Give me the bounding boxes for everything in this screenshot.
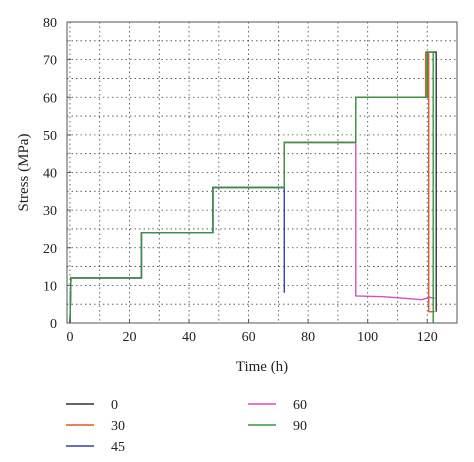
legend-label-30: 30 <box>111 419 125 434</box>
series-line-45 <box>69 186 285 324</box>
y-tick-label: 10 <box>43 279 57 294</box>
x-tick-label: 20 <box>123 330 137 345</box>
series-lines <box>69 51 437 324</box>
y-axis-title: Stress (MPa) <box>16 134 32 212</box>
legend-label-60: 60 <box>293 398 307 413</box>
x-axis-title: Time (h) <box>236 359 288 375</box>
y-tick-label: 60 <box>43 91 57 106</box>
series-line-60 <box>69 141 435 324</box>
grid <box>67 22 457 323</box>
y-tick-label: 50 <box>43 129 57 144</box>
y-tick-label: 80 <box>43 16 57 31</box>
x-tick-label: 100 <box>357 330 378 345</box>
x-tick-label: 0 <box>66 330 73 345</box>
legend-label-90: 90 <box>293 419 307 434</box>
series-line-90 <box>69 51 434 324</box>
y-tick-label: 20 <box>43 242 57 257</box>
legend-label-0: 0 <box>111 398 118 413</box>
y-tick-label: 40 <box>43 167 57 182</box>
legend-label-45: 45 <box>111 440 125 455</box>
x-tick-label: 40 <box>182 330 196 345</box>
y-tick-label: 0 <box>50 317 57 332</box>
x-tick-label: 120 <box>417 330 438 345</box>
axis-ticks: 0 20 40 60 80 100 120 0 10 20 30 40 50 60 70 80 <box>43 16 438 345</box>
y-tick-label: 70 <box>43 54 57 69</box>
legend: 0 30 45 60 90 <box>66 398 307 455</box>
x-tick-label: 60 <box>242 330 256 345</box>
x-tick-label: 80 <box>301 330 315 345</box>
y-tick-label: 30 <box>43 204 57 219</box>
